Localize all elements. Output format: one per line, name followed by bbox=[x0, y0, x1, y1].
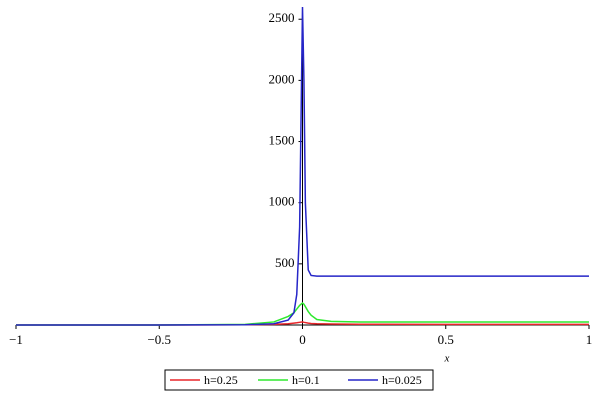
y-tick-label: 2500 bbox=[269, 10, 295, 25]
legend-label: h=0.025 bbox=[382, 373, 422, 387]
x-axis-label: x bbox=[444, 353, 450, 365]
series-line bbox=[16, 6, 589, 326]
x-tick-label: 0 bbox=[299, 332, 306, 347]
x-tick-label: 0.5 bbox=[438, 332, 454, 347]
x-tick-label: −1 bbox=[9, 332, 23, 347]
x-tick-label: 1 bbox=[586, 332, 593, 347]
y-tick-label: 1000 bbox=[269, 194, 295, 209]
y-tick-label: 2000 bbox=[269, 71, 295, 86]
y-tick-label: 500 bbox=[275, 255, 295, 270]
legend-label: h=0.1 bbox=[292, 373, 320, 387]
legend-box bbox=[164, 369, 434, 391]
x-tick-label: −0.5 bbox=[147, 332, 171, 347]
legend-label: h=0.25 bbox=[204, 373, 238, 387]
series-line bbox=[16, 301, 589, 326]
y-tick-label: 1500 bbox=[269, 133, 295, 148]
